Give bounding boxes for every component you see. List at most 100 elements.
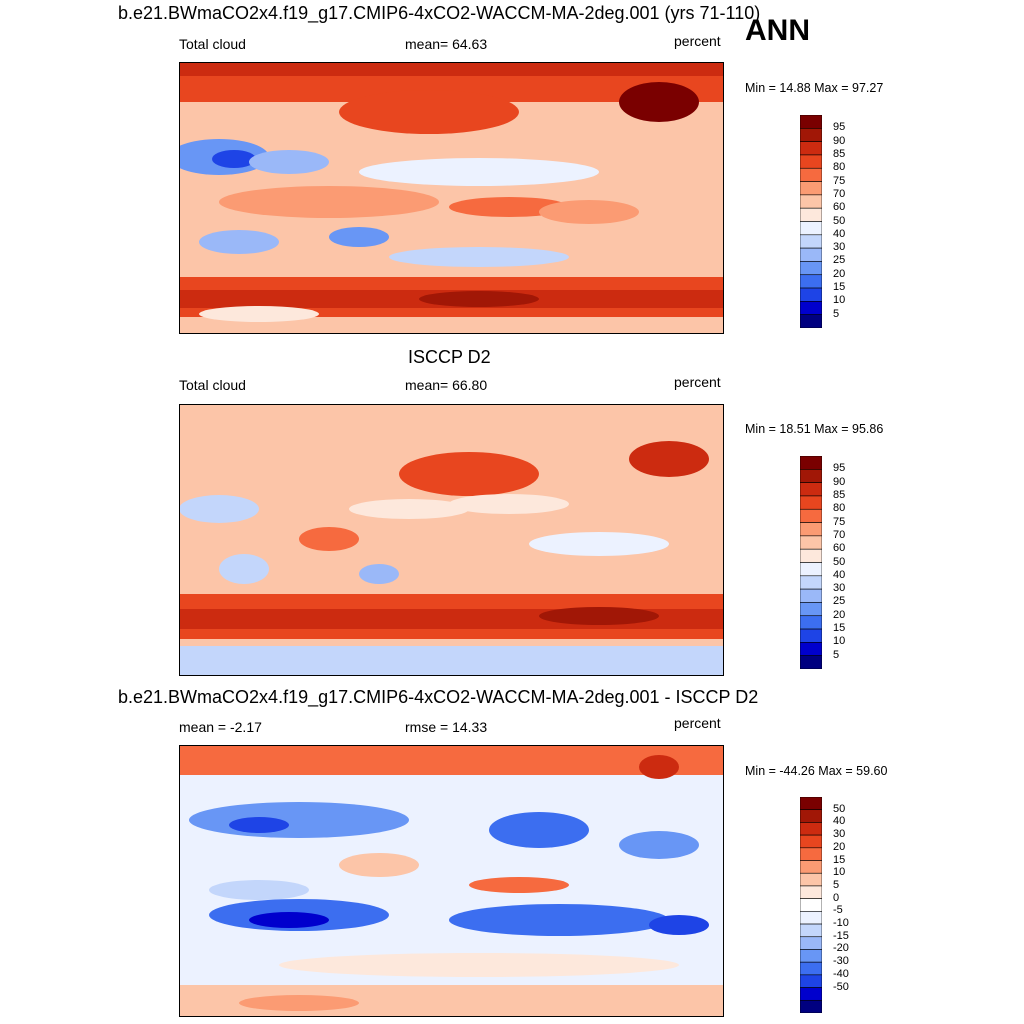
panel-3-colorbar-tick-label: -40 bbox=[833, 967, 849, 980]
panel-1-colorbar-tick-label: 10 bbox=[833, 294, 846, 307]
panel-2-colorbar-swatch bbox=[799, 495, 823, 510]
panel-1-colorbar-swatch bbox=[799, 234, 823, 249]
panel-3-colorbar-swatch bbox=[799, 872, 823, 887]
panel-1-colorbar-swatch bbox=[799, 314, 823, 329]
panel-2-colorbar-tick-label: 25 bbox=[833, 595, 846, 608]
panel-2-colorbar-swatch bbox=[799, 588, 823, 603]
panel-2-colorbar-swatch bbox=[799, 642, 823, 656]
panel-2-contours bbox=[179, 404, 724, 676]
panel-3-colorbar-tick-label: 5 bbox=[833, 878, 840, 891]
panel-1-colorbar-tick-label: 40 bbox=[833, 227, 846, 240]
panel-1-colorbar-tick-label: 50 bbox=[833, 214, 846, 227]
panel-2-colorbar-swatch bbox=[799, 455, 823, 470]
panel-3-units-label: percent bbox=[674, 715, 721, 731]
panel-2-colorbar-tick-label: 85 bbox=[833, 488, 846, 501]
panel-1-map bbox=[179, 62, 724, 334]
panel-2-colorbar-tick-label: 70 bbox=[833, 528, 846, 541]
panel-2-variable-label: Total cloud bbox=[179, 377, 246, 393]
panel-3-colorbar-tick-label: 10 bbox=[833, 866, 846, 879]
panel-1-colorbar-tick-label: 75 bbox=[833, 174, 846, 187]
panel-1-colorbar-swatch bbox=[799, 261, 823, 276]
panel-2-colorbar-tick-label: 50 bbox=[833, 555, 846, 568]
panel-1-colorbar-swatch bbox=[799, 128, 823, 142]
panel-3-colorbar-swatch bbox=[799, 923, 823, 938]
panel-2-minmax: Min = 18.51 Max = 95.86 bbox=[745, 422, 884, 436]
panel-1-contours bbox=[179, 62, 724, 322]
panel-2-colorbar-tick-label: 60 bbox=[833, 542, 846, 555]
panel-1-colorbar-tick-label: 5 bbox=[833, 307, 840, 320]
panel-1-variable-label: Total cloud bbox=[179, 36, 246, 52]
panel-1-colorbar-swatch bbox=[799, 194, 823, 209]
panel-1-colorbar-tick-label: 15 bbox=[833, 281, 846, 294]
panel-3-colorbar-tick-label: -10 bbox=[833, 917, 849, 930]
panel-2-colorbar-swatch bbox=[799, 628, 823, 643]
panel-3-colorbar-tick-label: 0 bbox=[833, 891, 840, 904]
panel-2-colorbar-tick-label: 15 bbox=[833, 622, 846, 635]
panel-1-colorbar-swatch bbox=[799, 301, 823, 315]
panel-3-colorbar-swatch bbox=[799, 961, 823, 976]
panel-2-colorbar-tick-label: 75 bbox=[833, 515, 846, 528]
panel-1-mean-label: mean= 64.63 bbox=[405, 36, 488, 52]
panel-1-colorbar-tick-label: 85 bbox=[833, 147, 846, 160]
panel-3-colorbar-swatch bbox=[799, 999, 823, 1014]
panel-1-colorbar-tick-label: 25 bbox=[833, 254, 846, 267]
panel-2-colorbar-swatch bbox=[799, 522, 823, 537]
panel-1-colorbar-tick-label: 70 bbox=[833, 187, 846, 200]
panel-2-title: ISCCP D2 bbox=[408, 347, 491, 367]
panel-1-colorbar-tick-label: 30 bbox=[833, 241, 846, 254]
panel-2-colorbar-swatch bbox=[799, 548, 823, 563]
panel-2-colorbar-tick-label: 80 bbox=[833, 502, 846, 515]
panel-2-colorbar-swatch bbox=[799, 615, 823, 630]
panel-3-colorbar-tick-label: 20 bbox=[833, 840, 846, 853]
panel-1-colorbar-swatches bbox=[799, 114, 823, 329]
panel-3-colorbar-swatches bbox=[799, 796, 823, 1014]
panel-3-colorbar-swatch bbox=[799, 911, 823, 925]
season-label: ANN bbox=[745, 14, 810, 47]
panel-2-colorbar-swatch bbox=[799, 562, 823, 577]
panel-2-colorbar-swatch bbox=[799, 508, 823, 523]
panel-1-title: b.e21.BWmaCO2x4.f19_g17.CMIP6-4xCO2-WACC… bbox=[118, 3, 761, 23]
panel-1-colorbar-swatch bbox=[799, 221, 823, 236]
panel-2-colorbar-tick-label: 5 bbox=[833, 648, 840, 661]
panel-3-contours bbox=[179, 745, 724, 1017]
panel-2-colorbar-swatch bbox=[799, 469, 823, 483]
panel-3-colorbar-swatch bbox=[799, 974, 823, 988]
panel-2-colorbar-tick-label: 40 bbox=[833, 568, 846, 581]
panel-2-mean-label: mean= 66.80 bbox=[405, 377, 488, 393]
panel-1-minmax: Min = 14.88 Max = 97.27 bbox=[745, 81, 884, 95]
panel-3-colorbar-swatch bbox=[799, 847, 823, 861]
panel-3-colorbar-tick-label: 15 bbox=[833, 853, 846, 866]
panel-3-mean-label: mean = -2.17 bbox=[179, 719, 262, 735]
panel-3-minmax: Min = -44.26 Max = 59.60 bbox=[745, 764, 888, 778]
panel-1-colorbar-tick-label: 80 bbox=[833, 161, 846, 174]
panel-1-colorbar-tick-label: 60 bbox=[833, 201, 846, 214]
panel-1-colorbar-swatch bbox=[799, 207, 823, 222]
panel-2-colorbar-swatches bbox=[799, 455, 823, 670]
panel-3-colorbar-tick-label: -50 bbox=[833, 980, 849, 993]
panel-2-colorbar-swatch bbox=[799, 575, 823, 590]
panel-2-colorbar-swatch bbox=[799, 602, 823, 617]
panel-2-map bbox=[179, 404, 724, 676]
panel-1-colorbar-swatch bbox=[799, 181, 823, 196]
panel-3-colorbar-swatch bbox=[799, 860, 823, 874]
panel-2-colorbar-tick-label: 30 bbox=[833, 582, 846, 595]
panel-3-colorbar-tick-label: 50 bbox=[833, 802, 846, 815]
panel-2-colorbar-swatch bbox=[799, 482, 823, 497]
panel-2-colorbar-swatch bbox=[799, 535, 823, 550]
panel-1-units-label: percent bbox=[674, 33, 721, 49]
panel-3-colorbar-swatch bbox=[799, 885, 823, 899]
panel-1-colorbar-swatch bbox=[799, 141, 823, 156]
panel-3-colorbar-swatch bbox=[799, 809, 823, 823]
panel-3-colorbar-swatch bbox=[799, 796, 823, 811]
panel-2-colorbar bbox=[799, 455, 823, 674]
panel-2-colorbar-tick-label: 20 bbox=[833, 608, 846, 621]
panel-3-colorbar-swatch bbox=[799, 987, 823, 1001]
panel-2-colorbar-tick-label: 90 bbox=[833, 475, 846, 488]
panel-3-colorbar-swatch bbox=[799, 936, 823, 950]
panel-1-colorbar-tick-label: 95 bbox=[833, 121, 846, 134]
panel-1-colorbar-swatch bbox=[799, 274, 823, 289]
panel-3-colorbar bbox=[799, 796, 823, 1018]
panel-3-colorbar-swatch bbox=[799, 834, 823, 849]
panel-1-colorbar-swatch bbox=[799, 114, 823, 129]
panel-1-colorbar-swatch bbox=[799, 167, 823, 182]
